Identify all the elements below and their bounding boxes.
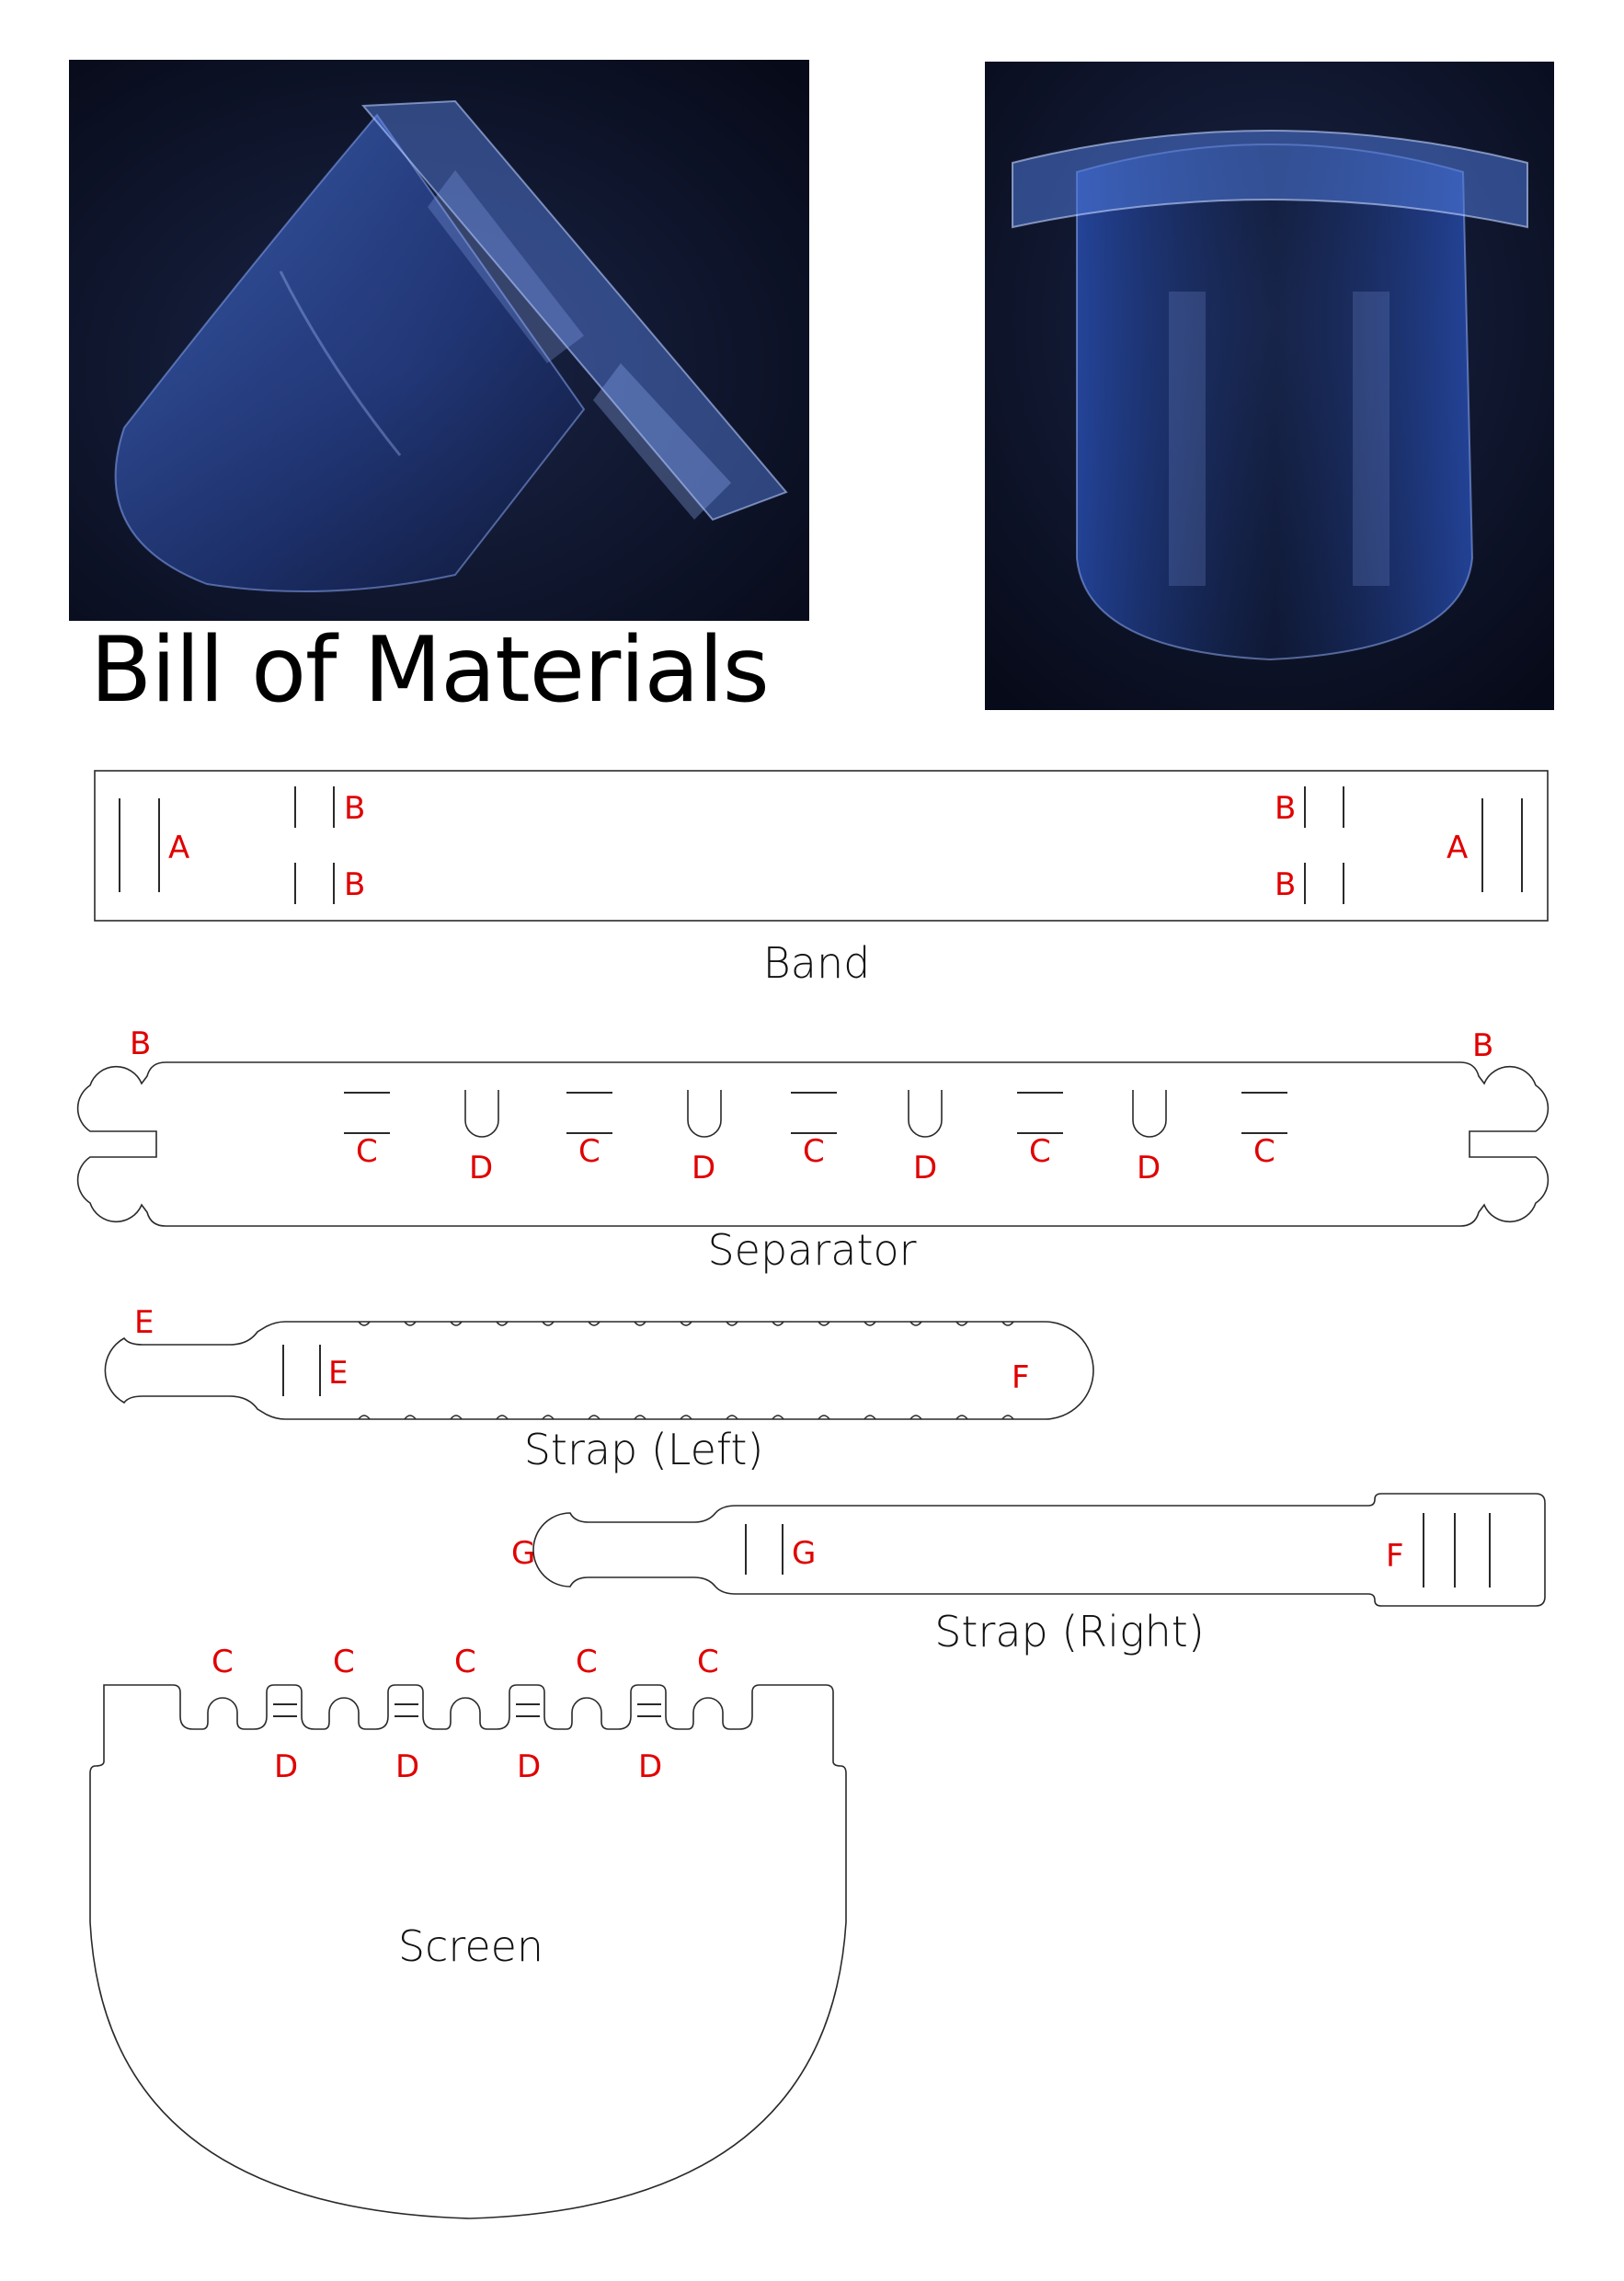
strap-left-teeth (358, 1321, 1014, 1420)
screen-outline (89, 1684, 847, 2219)
band-marker-b: B (1275, 790, 1296, 827)
separator-marker-d: D (1137, 1150, 1161, 1186)
strap-right-marker-g: G (511, 1535, 535, 1572)
strap-right-part: G G F Strap (Right) (511, 1493, 1546, 1656)
screen-marker-d: D (395, 1748, 419, 1785)
separator-notch (464, 1090, 499, 1138)
strap-left-part: E E F Strap (Left) (104, 1304, 1094, 1474)
separator-marker-b: B (1472, 1027, 1493, 1064)
band-marker-b: B (344, 866, 365, 903)
separator-marker-c: C (356, 1133, 378, 1170)
separator-marker-c: C (578, 1133, 600, 1170)
separator-part: B B C C C C C D D D D Separator (76, 1026, 1550, 1275)
band-marker-b: B (344, 790, 365, 827)
separator-label: Separator (707, 1225, 916, 1275)
screen-marker-c: C (212, 1644, 234, 1680)
band-part: A A B B B B Band (94, 770, 1549, 988)
screen-marker-c: C (697, 1644, 719, 1680)
page-title: Bill of Materials (90, 618, 770, 723)
screen-part: C C C C C D D D D Screen (89, 1644, 847, 2219)
band-marker-a: A (168, 830, 189, 866)
separator-outline (76, 1061, 1550, 1227)
separator-marker-d: D (692, 1150, 715, 1186)
separator-notch (1132, 1090, 1167, 1138)
separator-marker-b: B (130, 1026, 151, 1062)
screen-marker-c: C (454, 1644, 476, 1680)
separator-marker-c: C (1253, 1133, 1275, 1170)
strap-left-marker-e: E (328, 1355, 348, 1392)
band-marker-a: A (1447, 830, 1468, 866)
band-label: Band (763, 938, 871, 988)
face-shield-side-photo (69, 60, 809, 621)
separator-notch (687, 1090, 722, 1138)
screen-marker-c: C (576, 1644, 598, 1680)
separator-marker-c: C (1029, 1133, 1051, 1170)
strap-right-outline (532, 1493, 1546, 1607)
separator-marker-c: C (803, 1133, 825, 1170)
screen-label: Screen (398, 1921, 543, 1971)
strap-left-marker-f: F (1012, 1359, 1030, 1396)
screen-marker-d: D (274, 1748, 298, 1785)
strap-right-marker-f: F (1386, 1538, 1404, 1575)
band-marker-b: B (1275, 866, 1296, 903)
strap-left-outline (104, 1321, 1094, 1420)
strap-left-label: Strap (Left) (524, 1425, 764, 1474)
screen-marker-c: C (333, 1644, 355, 1680)
separator-notch (908, 1090, 943, 1138)
separator-marker-d: D (913, 1150, 937, 1186)
separator-marker-d: D (469, 1150, 493, 1186)
strap-right-label: Strap (Right) (934, 1607, 1205, 1656)
strap-right-marker-g: G (792, 1535, 816, 1572)
band-outline (94, 770, 1549, 922)
face-shield-front-photo (985, 62, 1554, 710)
strap-left-marker-e: E (134, 1304, 154, 1341)
screen-marker-d: D (638, 1748, 662, 1785)
screen-marker-d: D (517, 1748, 541, 1785)
